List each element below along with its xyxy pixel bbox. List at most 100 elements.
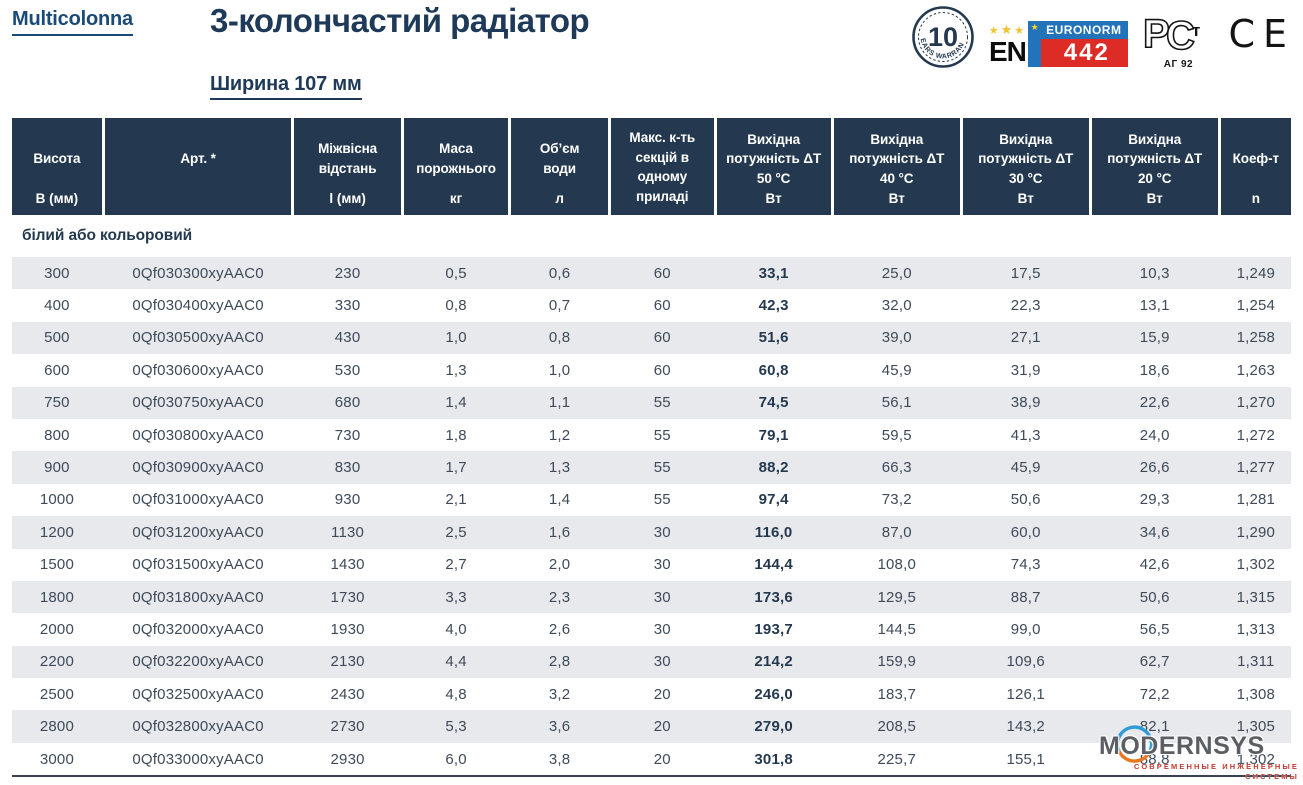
modernsys-logo-icon	[1115, 725, 1154, 763]
cell: 22,3	[1010, 297, 1041, 315]
cell: 30	[653, 588, 671, 606]
cell: 73,2	[881, 491, 912, 509]
cell: 144,4	[754, 556, 793, 574]
cell: 56,1	[881, 394, 912, 412]
cell: 3,8	[548, 750, 571, 768]
warranty-10-years-icon: 10 YEARS WARRANTY	[911, 5, 974, 68]
cell: 50,6	[1139, 588, 1170, 606]
cell: 26,6	[1139, 459, 1170, 477]
table-row: 1200 0Qf031200xyAAC0 1130 2,5 1,6 30 116,0 87,0…	[12, 516, 1291, 549]
cell: 1,302	[1236, 750, 1276, 768]
cell: 88,7	[1010, 588, 1041, 606]
cell: 74,5	[758, 394, 789, 412]
cell: 6,0	[445, 750, 467, 768]
euro-star-icon: ★	[1030, 22, 1039, 32]
cell: 1,281	[1236, 491, 1276, 509]
table-bottom-border	[12, 775, 1291, 778]
cell: 900	[44, 459, 70, 477]
cell: 279,0	[754, 718, 793, 736]
cell: 0Qf030900xyAAC0	[132, 459, 264, 477]
cell: 1,277	[1236, 459, 1276, 477]
cell: 1,305	[1236, 718, 1276, 736]
column-label: Арт. *	[180, 151, 216, 167]
watermark-subtitle: СОВРЕМЕННЫЕ ИНЖЕНЕРНЫЕ СИСТЕМЫ	[1134, 762, 1299, 781]
cell: 38,9	[1010, 394, 1041, 412]
cell: 1,4	[445, 394, 467, 412]
cell: 1,0	[548, 361, 571, 379]
table-row: 1500 0Qf031500xyAAC0 1430 2,7 2,0 30 144,4 108,…	[12, 548, 1291, 581]
cell: 3,6	[548, 718, 571, 736]
cell: 5,3	[445, 718, 467, 736]
cell: 15,9	[1139, 329, 1170, 347]
cell: 88,2	[758, 459, 789, 477]
table-header-row: Висота В (мм) Арт. * Міжвісна відстань l (мм…	[12, 118, 1291, 215]
cell: 155,1	[1006, 750, 1045, 768]
table-row: 300 0Qf030300xyAAC0 230 0,5 0,6 60 33,1 25,0 17,…	[12, 257, 1291, 290]
cell: 230	[334, 264, 361, 282]
column-header-9: Вихідна потужність ΔT 20 °C Вт	[1091, 118, 1218, 215]
cell: 159,9	[877, 653, 917, 671]
table-row: 750 0Qf030750xyAAC0 680 1,4 1,1 55 74,5 56,1 38,…	[12, 386, 1291, 419]
table-row: 2800 0Qf032800xyAAC0 2730 5,3 3,6 20 279,0 208,…	[12, 710, 1291, 743]
cell: 208,5	[877, 718, 917, 736]
table-row: 900 0Qf030900xyAAC0 830 1,7 1,3 55 88,2 66,3 45,…	[12, 451, 1291, 484]
cell: 129,5	[877, 588, 917, 606]
cell: 79,1	[758, 426, 789, 444]
page-title: 3-колончастий радіатор	[210, 2, 590, 39]
column-label: Маса порожнього	[416, 141, 496, 176]
column-label: Вихідна потужність ΔT 50 °C	[726, 131, 822, 186]
cell: 680	[334, 394, 361, 412]
cell: 126,1	[1006, 685, 1045, 703]
cell: 2000	[39, 620, 74, 638]
svg-text:С: С	[1166, 14, 1195, 58]
cell: 3,3	[445, 588, 467, 606]
table-body: 300 0Qf030300xyAAC0 230 0,5 0,6 60 33,1 25,0 17,…	[12, 257, 1291, 776]
cell: 930	[334, 491, 361, 509]
cell: 2,6	[548, 620, 571, 638]
cell: 1800	[39, 588, 74, 606]
column-header-4: Об’єм води л	[511, 118, 608, 215]
euronorm-stripe: ★	[1028, 21, 1042, 67]
cell: 1,258	[1236, 329, 1276, 347]
cell: 30	[653, 556, 671, 574]
cell: 1,272	[1236, 426, 1276, 444]
cell: 4,4	[445, 653, 467, 671]
cell: 1,290	[1236, 523, 1276, 541]
cell: 173,6	[754, 588, 793, 606]
column-unit: В (мм)	[35, 191, 79, 206]
column-unit	[615, 206, 710, 223]
cell: 730	[334, 426, 361, 444]
cell: 2200	[39, 653, 74, 671]
column-label: Макс. к-ть секцій в одному приладі	[629, 130, 696, 204]
cell: 2,7	[445, 556, 467, 574]
gost-rst-badge: Р С т АГ 92	[1142, 9, 1214, 70]
watermark-name: MODERNSYS	[1099, 732, 1265, 760]
cell: 32,0	[881, 297, 912, 315]
cell: 1,308	[1236, 685, 1276, 703]
cell: 1,8	[445, 426, 467, 444]
column-unit: л	[555, 191, 564, 206]
cell: 60	[653, 264, 671, 282]
column-header-10: Коеф-т n	[1220, 118, 1291, 215]
cell: 1000	[39, 491, 74, 509]
cell: 66,3	[881, 459, 912, 477]
cell: 144,5	[877, 620, 917, 638]
column-label: Об’єм води	[539, 141, 580, 176]
column-header-0: Висота В (мм)	[12, 118, 102, 215]
cell: 246,0	[754, 685, 793, 703]
column-unit: Вт	[1017, 191, 1034, 206]
cell: 1,3	[548, 459, 571, 477]
cell: 2,0	[548, 556, 571, 574]
cell: 0Qf030400xyAAC0	[132, 297, 264, 315]
en442-euronorm-badge: ★★★ EN ★ EURONORM 442	[989, 5, 1129, 67]
column-header-5: Макс. к-ть секцій в одному приладі	[610, 118, 714, 215]
column-label: Вихідна потужність ΔT 30 °C	[978, 131, 1074, 186]
cell: 1,263	[1236, 361, 1276, 379]
cell: 22,6	[1139, 394, 1170, 412]
cell: 17,5	[1010, 264, 1041, 282]
cell: 0,8	[445, 297, 467, 315]
cell: 1,7	[445, 459, 467, 477]
table-row: 3000 0Qf033000xyAAC0 2930 6,0 3,8 20 301,8 225,…	[12, 742, 1291, 776]
en-label: EN	[988, 36, 1027, 67]
cell: 1,3	[445, 361, 467, 379]
